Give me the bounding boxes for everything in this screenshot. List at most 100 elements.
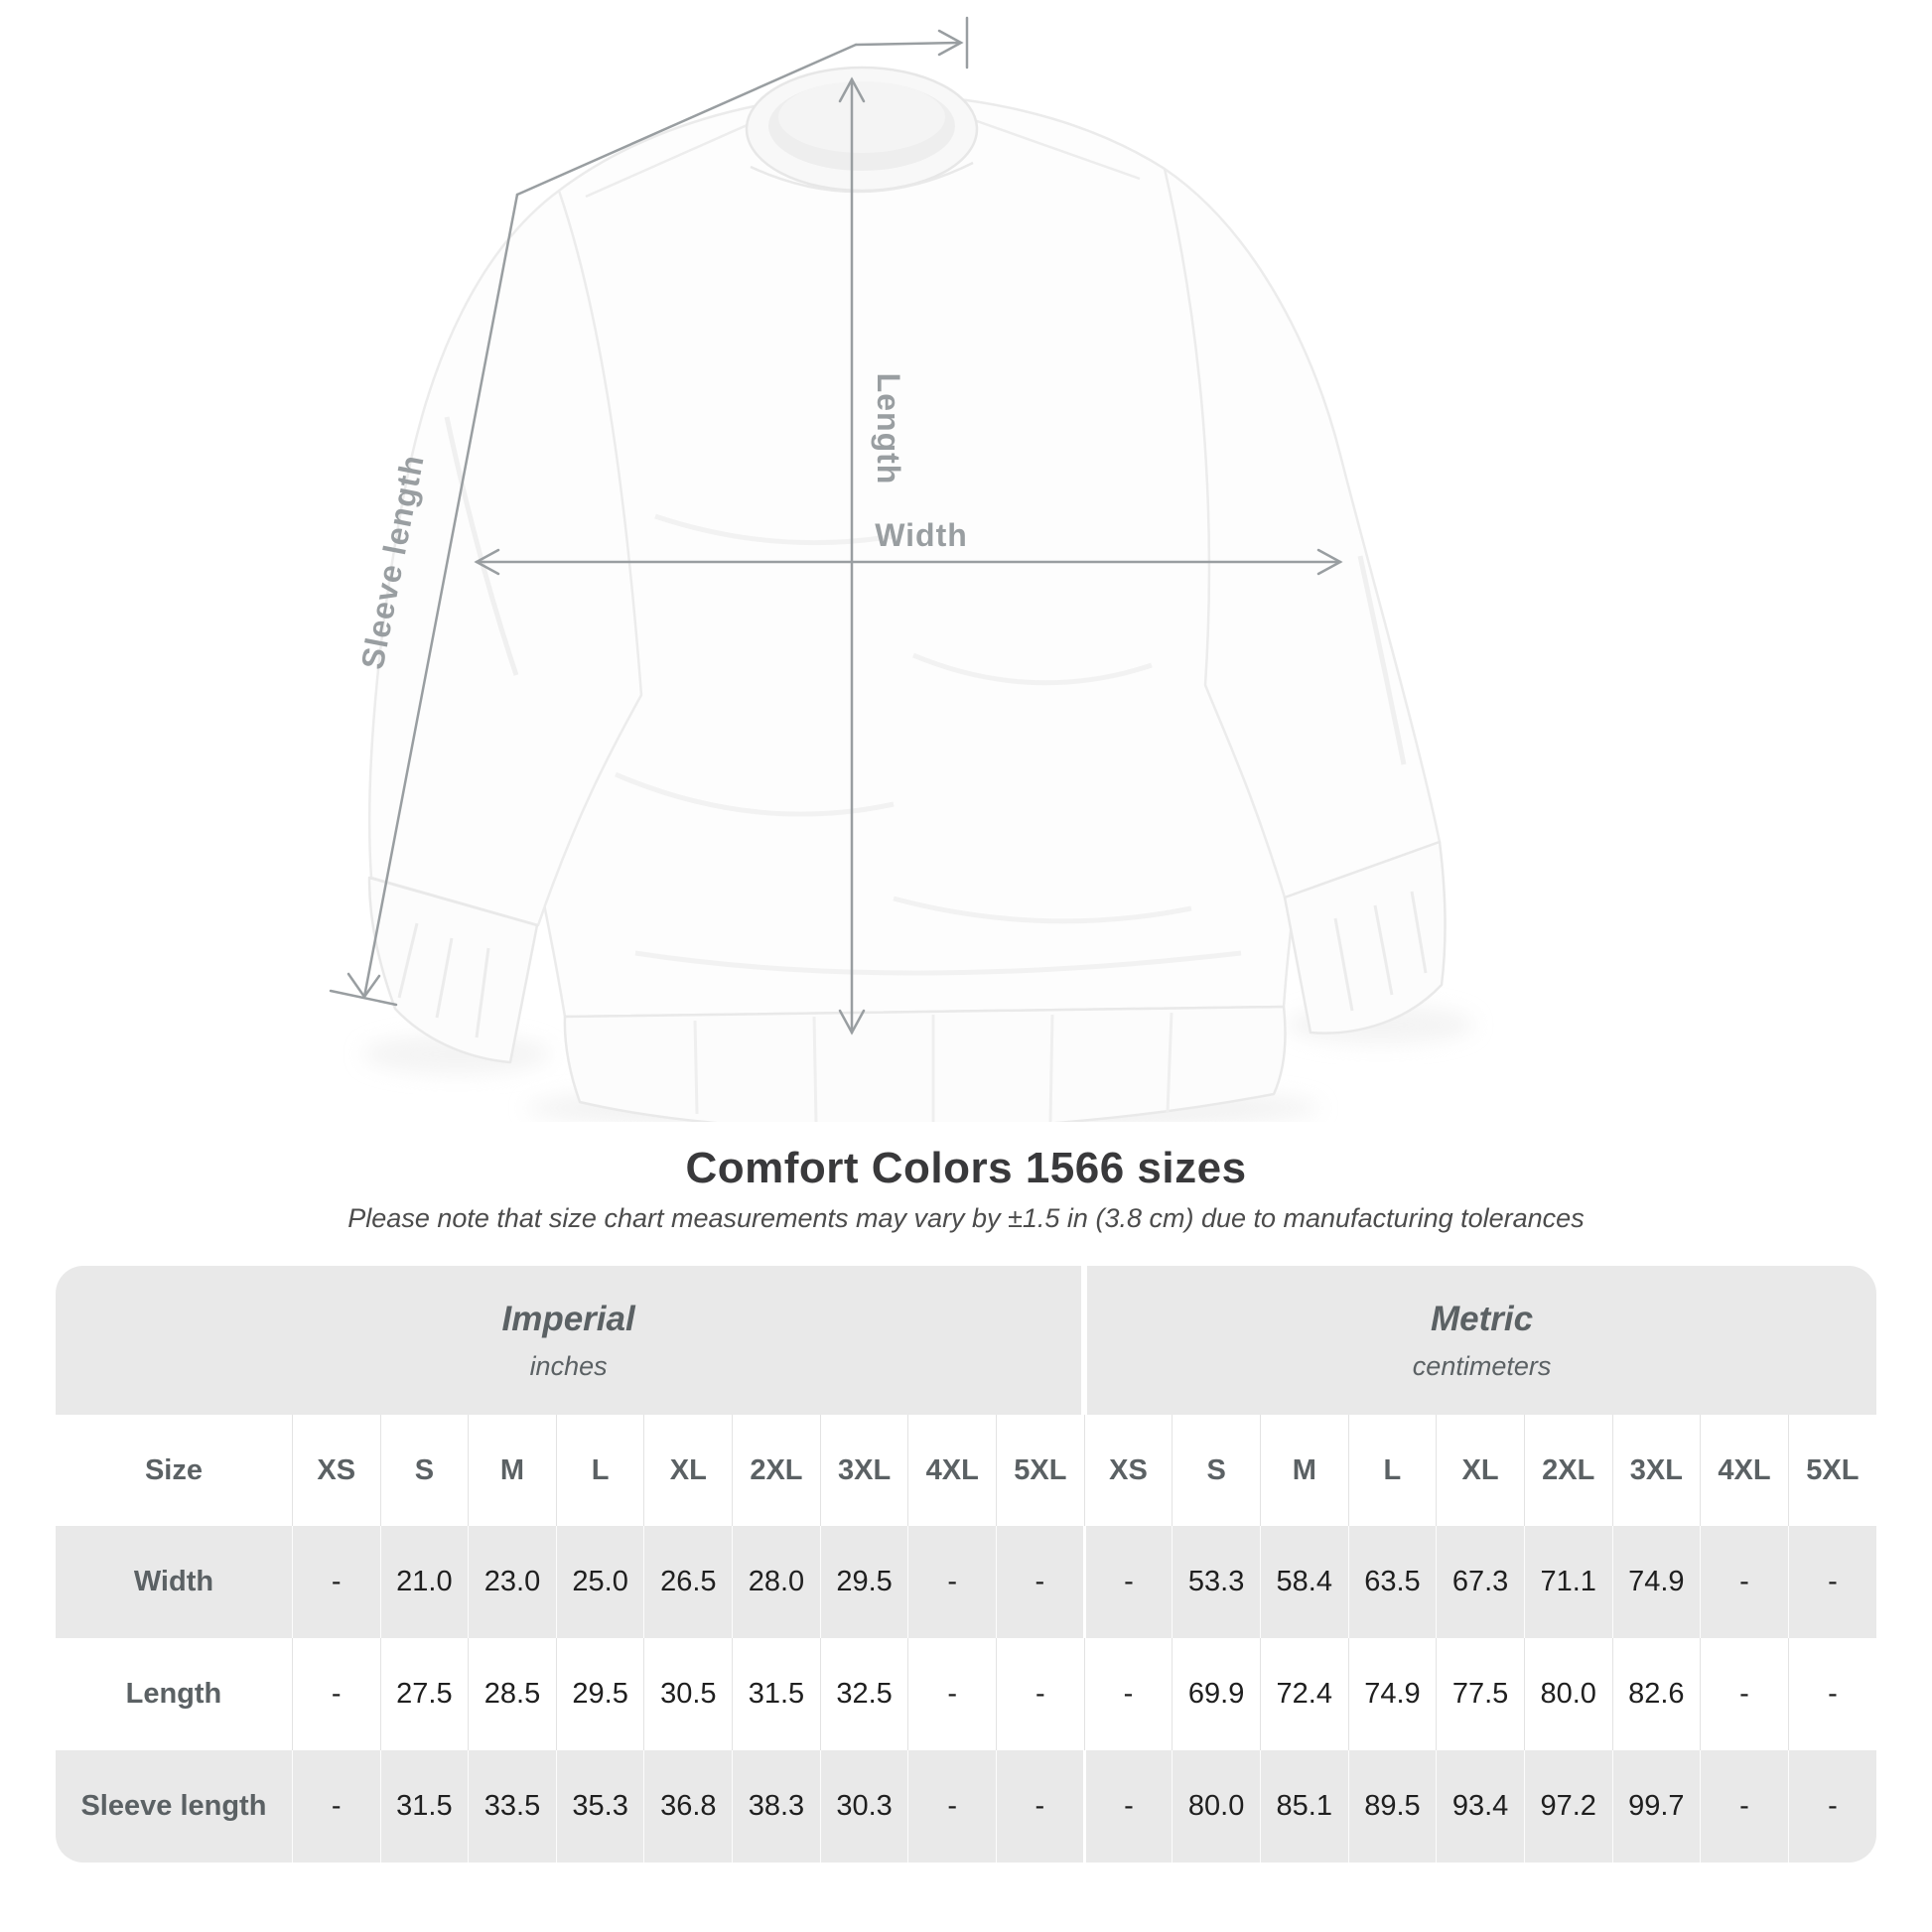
cell-width-imperial-5xl: -: [996, 1526, 1085, 1638]
length-arrow: [838, 76, 866, 1035]
cell-width-imperial-l: 25.0: [555, 1526, 644, 1638]
sweatshirt-image: [367, 66, 1447, 1122]
row-label-length: Length: [125, 1678, 222, 1710]
waistband-ribs: [693, 1012, 1173, 1122]
cell-length-metric-2xl: 80.0: [1523, 1638, 1613, 1750]
cell-width-metric-s: 53.3: [1172, 1526, 1261, 1638]
metric-group-header: Metric centimeters: [1081, 1266, 1876, 1415]
cell-sleeve-length-imperial-2xl: 38.3: [732, 1750, 821, 1863]
table-row-length: Length -27.5 28.5 29.5 30.5 31.5 32.5- - -69.9 72…: [56, 1638, 1876, 1750]
cell-sleeve-length-imperial-4xl: -: [907, 1750, 997, 1863]
cell-length-metric-4xl: -: [1700, 1638, 1789, 1750]
col-metric-5xl: 5XL: [1787, 1415, 1876, 1526]
right-sleeve-crease: [1357, 555, 1407, 765]
row-label-sleeve-length: Sleeve length: [80, 1790, 267, 1822]
col-imperial-l: L: [555, 1415, 644, 1526]
col-metric-4xl: 4XL: [1700, 1415, 1789, 1526]
length-label: Length: [871, 373, 906, 485]
col-imperial-4xl: 4XL: [907, 1415, 997, 1526]
cell-sleeve-length-metric-4xl: -: [1700, 1750, 1789, 1863]
left-cuff: [367, 876, 539, 1064]
cell-sleeve-length-imperial-l: 35.3: [555, 1750, 644, 1863]
fabric-wrinkles: [615, 513, 1242, 976]
product-measurement-diagram: Length Width Sleeve length: [329, 16, 1474, 1122]
col-imperial-s: S: [379, 1415, 469, 1526]
cell-sleeve-length-metric-l: 89.5: [1347, 1750, 1437, 1863]
col-imperial-xl: XL: [643, 1415, 733, 1526]
width-arrow: [474, 548, 1343, 576]
metric-group-sublabel: centimeters: [1412, 1350, 1552, 1381]
cell-length-metric-l: 74.9: [1347, 1638, 1437, 1750]
cell-length-metric-m: 72.4: [1259, 1638, 1349, 1750]
cell-sleeve-length-imperial-xs: -: [291, 1750, 381, 1863]
size-table-head: Imperial inches Metric centimeters Size …: [56, 1266, 1876, 1526]
cell-width-metric-2xl: 71.1: [1523, 1526, 1613, 1638]
cell-width-imperial-2xl: 28.0: [732, 1526, 821, 1638]
left-sleeve-crease: [444, 416, 519, 676]
cell-sleeve-length-imperial-5xl: -: [996, 1750, 1085, 1863]
sleeve-length-line: [329, 16, 969, 1007]
cell-width-imperial-xl: 26.5: [643, 1526, 733, 1638]
cell-width-metric-4xl: -: [1700, 1526, 1789, 1638]
cell-width-imperial-xs: -: [291, 1526, 381, 1638]
cell-length-imperial-l: 29.5: [555, 1638, 644, 1750]
col-metric-2xl: 2XL: [1523, 1415, 1613, 1526]
cell-width-imperial-4xl: -: [907, 1526, 997, 1638]
metric-group-label: Metric: [1431, 1299, 1534, 1338]
col-metric-m: M: [1259, 1415, 1349, 1526]
size-table: Imperial inches Metric centimeters Size …: [56, 1266, 1876, 1863]
cell-length-imperial-5xl: -: [996, 1638, 1085, 1750]
imperial-group-sublabel: inches: [529, 1350, 608, 1381]
right-cuff: [1283, 840, 1447, 1035]
cell-width-imperial-s: 21.0: [379, 1526, 469, 1638]
size-table-body: Width -21.0 23.0 25.0 26.5 28.0 29.5- - -53.3 58.…: [56, 1526, 1876, 1863]
cell-sleeve-length-metric-2xl: 97.2: [1523, 1750, 1613, 1863]
col-imperial-3xl: 3XL: [819, 1415, 908, 1526]
unit-group-row: Imperial inches Metric centimeters: [56, 1266, 1876, 1415]
cell-width-metric-xl: 67.3: [1436, 1526, 1525, 1638]
cell-length-imperial-3xl: 32.5: [819, 1638, 908, 1750]
width-label: Width: [875, 517, 968, 553]
size-corner-header: Size: [144, 1453, 203, 1486]
left-cuff-ribs: [397, 922, 490, 1038]
cell-sleeve-length-metric-xl: 93.4: [1436, 1750, 1525, 1863]
cell-length-metric-5xl: -: [1787, 1638, 1876, 1750]
cell-length-imperial-xs: -: [291, 1638, 381, 1750]
cell-sleeve-length-metric-xs: -: [1082, 1750, 1173, 1863]
cell-width-imperial-m: 23.0: [468, 1526, 557, 1638]
cell-length-imperial-2xl: 31.5: [732, 1638, 821, 1750]
cell-sleeve-length-imperial-m: 33.5: [468, 1750, 557, 1863]
cell-length-metric-xl: 77.5: [1436, 1638, 1525, 1750]
size-chart-table-container: Imperial inches Metric centimeters Size …: [56, 1266, 1876, 1863]
col-imperial-m: M: [468, 1415, 557, 1526]
cell-width-metric-m: 58.4: [1259, 1526, 1349, 1638]
tolerance-note: Please note that size chart measurements…: [347, 1203, 1585, 1233]
waistband: [563, 1005, 1287, 1122]
imperial-group-label: Imperial: [501, 1299, 635, 1338]
cell-length-metric-3xl: 82.6: [1611, 1638, 1701, 1750]
cell-sleeve-length-metric-5xl: -: [1787, 1750, 1876, 1863]
cell-sleeve-length-imperial-3xl: 30.3: [819, 1750, 908, 1863]
size-header-row: Size XS S M L XL 2XL 3XL 4XL 5XL XS S M L XL 2XL 3XL 4XL…: [56, 1415, 1876, 1526]
right-shoulder-seam: [962, 114, 1141, 181]
cell-length-imperial-s: 27.5: [379, 1638, 469, 1750]
col-metric-xs: XS: [1083, 1415, 1173, 1526]
cell-width-metric-l: 63.5: [1347, 1526, 1437, 1638]
cell-length-metric-s: 69.9: [1172, 1638, 1261, 1750]
collar: [745, 66, 979, 194]
col-imperial-2xl: 2XL: [732, 1415, 821, 1526]
cell-length-metric-xs: -: [1083, 1638, 1173, 1750]
cell-length-imperial-4xl: -: [907, 1638, 997, 1750]
col-imperial-5xl: 5XL: [996, 1415, 1085, 1526]
page-title: Comfort Colors 1566 sizes: [685, 1144, 1247, 1192]
col-imperial-xs: XS: [291, 1415, 381, 1526]
cell-width-metric-5xl: -: [1787, 1526, 1876, 1638]
sweatshirt-diagram-svg: Length Width Sleeve length: [329, 16, 1474, 1122]
cell-sleeve-length-metric-3xl: 99.7: [1611, 1750, 1701, 1863]
cell-length-imperial-xl: 30.5: [643, 1638, 733, 1750]
cell-sleeve-length-imperial-s: 31.5: [379, 1750, 469, 1863]
cell-width-metric-3xl: 74.9: [1611, 1526, 1701, 1638]
cell-sleeve-length-imperial-xl: 36.8: [643, 1750, 733, 1863]
imperial-group-header: Imperial inches: [56, 1266, 1085, 1415]
cell-sleeve-length-metric-s: 80.0: [1172, 1750, 1261, 1863]
